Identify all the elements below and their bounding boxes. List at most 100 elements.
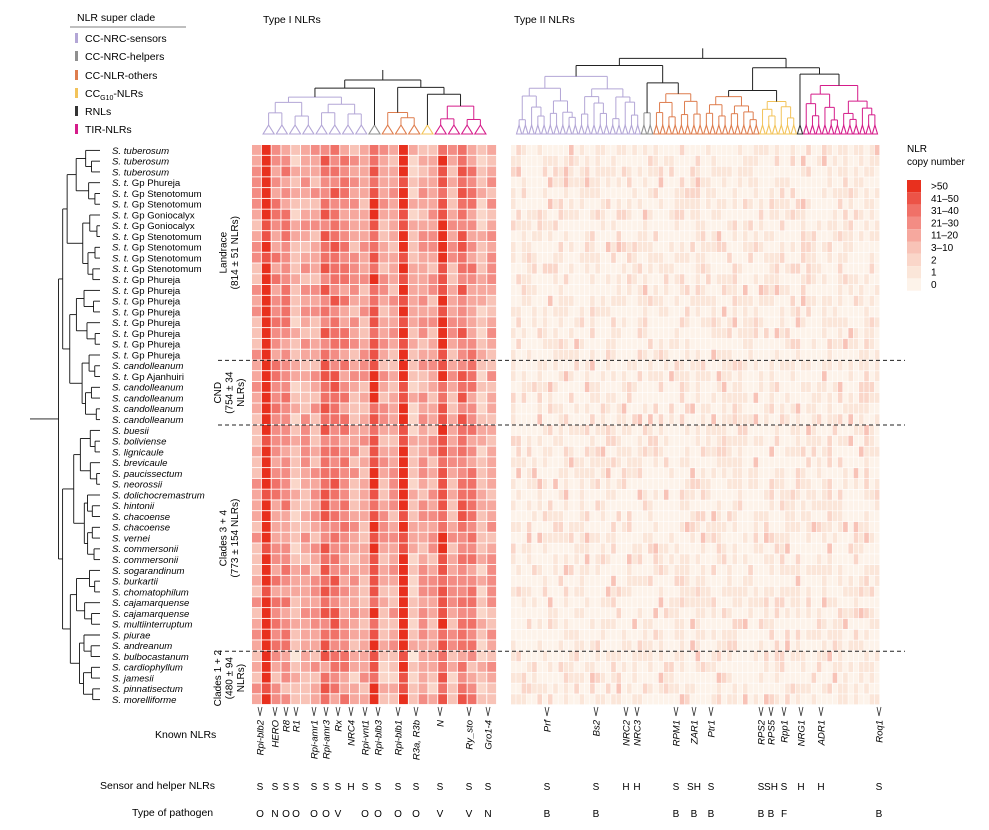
heatmap-cell-type2 xyxy=(658,435,664,446)
heatmap-cell-type2 xyxy=(648,651,653,662)
heatmap-cell-type1 xyxy=(399,155,408,166)
heatmap-cell-type2 xyxy=(800,252,806,263)
heatmap-cell-type2 xyxy=(669,575,674,586)
heatmap-cell-type2 xyxy=(558,446,564,457)
heatmap-cell-type2 xyxy=(626,328,632,339)
heatmap-cell-type2 xyxy=(774,145,780,156)
heatmap-cell-type2 xyxy=(547,209,553,220)
heatmap-cell-type2 xyxy=(616,521,622,533)
heatmap-cell-type2 xyxy=(732,371,738,382)
heatmap-cell-type1 xyxy=(359,349,369,360)
heatmap-cell-type2 xyxy=(774,295,780,306)
heatmap-cell-type2 xyxy=(727,371,732,382)
heatmap-cell-type1 xyxy=(369,145,379,155)
heatmap-cell-type2 xyxy=(653,274,658,285)
heatmap-cell-type2 xyxy=(674,478,680,490)
heatmap-cell-type2 xyxy=(858,629,864,640)
heatmap-cell-type2 xyxy=(658,608,664,619)
heatmap-cell-type2 xyxy=(769,360,774,371)
heatmap-cell-type2 xyxy=(727,500,732,511)
heatmap-cell-type2 xyxy=(711,597,716,608)
heatmap-cell-type1 xyxy=(252,597,261,608)
heatmap-cell-type2 xyxy=(843,565,848,576)
heatmap-cell-type1 xyxy=(477,338,487,349)
heatmap-cell-type2 xyxy=(737,618,743,630)
heatmap-cell-type2 xyxy=(669,328,674,339)
heatmap-cell-type2 xyxy=(611,360,616,371)
heatmap-cell-type2 xyxy=(695,640,701,651)
heatmap-cell-type2 xyxy=(706,608,711,619)
heatmap-cell-type1 xyxy=(271,166,281,177)
heatmap-cell-type2 xyxy=(853,403,859,414)
heatmap-cell-type1 xyxy=(379,403,389,414)
heatmap-cell-type2 xyxy=(663,446,669,457)
heatmap-cell-type2 xyxy=(553,414,558,425)
heatmap-cell-type2 xyxy=(579,629,585,640)
heatmap-cell-type2 xyxy=(584,231,590,242)
heatmap-cell-type1 xyxy=(379,478,389,489)
heatmap-cell-type1 xyxy=(467,597,477,608)
heatmap-cell-type2 xyxy=(616,478,622,490)
heatmap-cell-type2 xyxy=(669,500,674,511)
heatmap-cell-type1 xyxy=(369,188,379,198)
heatmap-cell-type2 xyxy=(511,565,516,576)
heatmap-cell-type1 xyxy=(457,166,467,177)
heatmap-cell-type1 xyxy=(320,166,330,177)
heatmap-cell-type2 xyxy=(605,543,611,554)
heatmap-cell-type2 xyxy=(758,608,764,619)
heatmap-cell-type2 xyxy=(658,651,664,662)
heatmap-cell-type2 xyxy=(642,651,648,662)
heatmap-cell-type1 xyxy=(271,285,281,295)
heatmap-cell-type2 xyxy=(790,511,796,522)
heatmap-cell-type2 xyxy=(590,392,595,403)
heatmap-cell-type1 xyxy=(301,166,310,177)
heatmap-cell-type2 xyxy=(595,220,601,231)
heatmap-cell-type2 xyxy=(532,425,537,436)
heatmap-cell-type2 xyxy=(553,651,558,662)
heatmap-cell-type2 xyxy=(837,435,843,446)
heatmap-cell-type2 xyxy=(769,231,774,242)
heatmap-cell-type1 xyxy=(438,306,448,317)
heatmap-cell-type1 xyxy=(320,500,330,511)
heatmap-cell-type2 xyxy=(727,274,732,285)
heatmap-cell-type1 xyxy=(467,198,477,209)
heatmap-cell-type2 xyxy=(822,328,827,339)
heatmap-cell-type2 xyxy=(642,317,648,328)
heatmap-cell-type1 xyxy=(320,328,330,338)
heatmap-cell-type2 xyxy=(769,241,774,253)
heatmap-cell-type2 xyxy=(537,166,543,177)
heatmap-cell-type2 xyxy=(616,618,622,630)
heatmap-cell-type1 xyxy=(487,252,497,263)
heatmap-cell-type1 xyxy=(428,468,438,478)
heatmap-cell-type2 xyxy=(779,295,785,306)
heatmap-cell-type2 xyxy=(648,166,653,177)
heatmap-cell-type2 xyxy=(822,166,827,177)
heatmap-cell-type1 xyxy=(379,188,389,198)
heatmap-cell-type2 xyxy=(679,295,685,306)
heatmap-cell-type1 xyxy=(487,608,497,618)
heatmap-cell-type2 xyxy=(706,209,711,220)
heatmap-cell-type2 xyxy=(674,166,680,177)
heatmap-cell-type2 xyxy=(547,177,553,188)
clade-leaf-triangle xyxy=(578,123,585,135)
heatmap-cell-type2 xyxy=(674,618,680,630)
heatmap-cell-type2 xyxy=(748,489,753,500)
heatmap-cell-type2 xyxy=(737,629,743,640)
heatmap-cell-type2 xyxy=(537,231,543,242)
heatmap-cell-type2 xyxy=(516,349,521,360)
heatmap-cell-type2 xyxy=(568,231,574,242)
heatmap-cell-type2 xyxy=(711,618,716,630)
heatmap-cell-type2 xyxy=(532,532,537,543)
heatmap-cell-type2 xyxy=(637,392,643,403)
heatmap-cell-type1 xyxy=(252,295,261,306)
heatmap-cell-type2 xyxy=(690,489,695,500)
heatmap-cell-type1 xyxy=(350,403,359,414)
heatmap-cell-type2 xyxy=(800,532,806,543)
legend-swatch-helpers xyxy=(75,51,78,61)
heatmap-cell-type2 xyxy=(864,586,869,597)
heatmap-cell-type1 xyxy=(350,198,359,209)
heatmap-cell-type2 xyxy=(832,285,838,296)
heatmap-cell-type2 xyxy=(574,220,579,231)
heatmap-cell-type1 xyxy=(487,177,497,188)
heatmap-cell-type1 xyxy=(369,231,379,242)
